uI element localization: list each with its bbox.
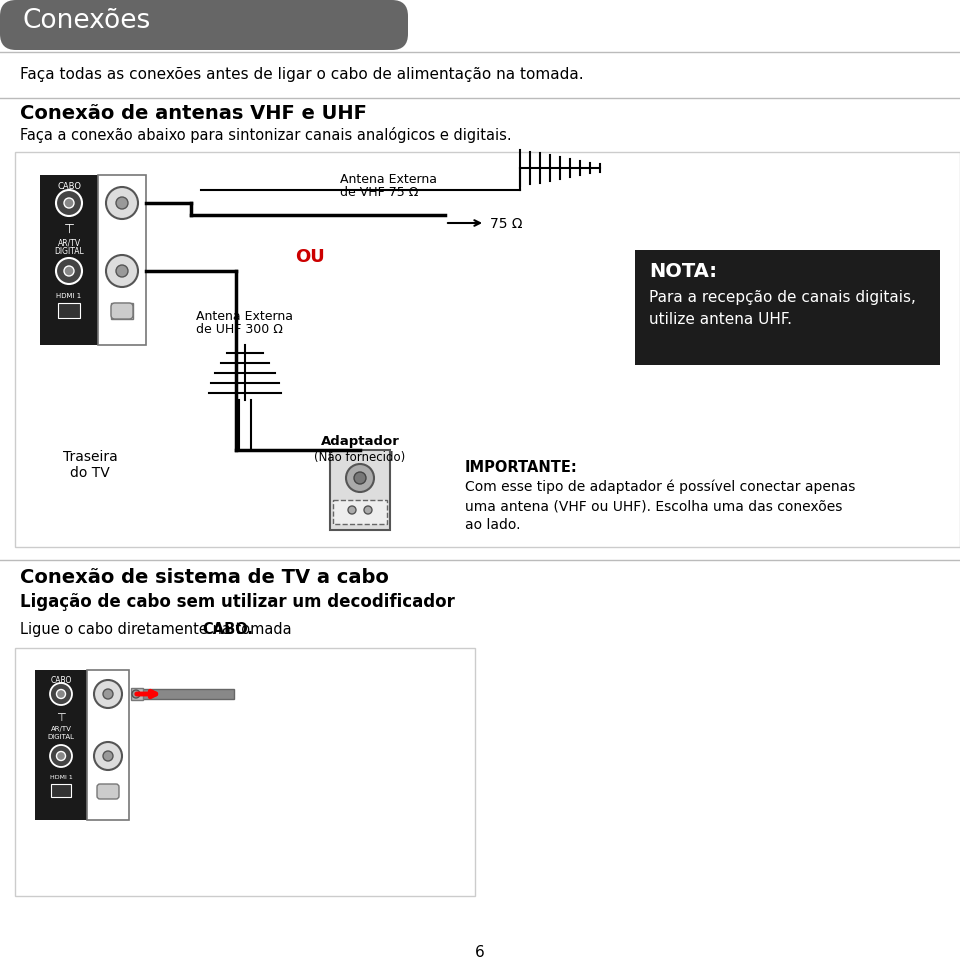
Text: ⊤: ⊤ [63, 223, 75, 236]
Text: Ligue o cabo diretamente na tomada: Ligue o cabo diretamente na tomada [20, 622, 297, 637]
Bar [330, 450, 390, 530]
Text: DIGITAL: DIGITAL [54, 247, 84, 256]
Circle shape [354, 472, 366, 484]
Circle shape [103, 689, 113, 699]
Circle shape [132, 690, 140, 698]
Circle shape [50, 683, 72, 705]
FancyBboxPatch shape [97, 784, 119, 799]
Circle shape [50, 745, 72, 767]
Text: Ligação de cabo sem utilizar um decodificador: Ligação de cabo sem utilizar um decodifi… [20, 593, 455, 611]
Text: (Não fornecido): (Não fornecido) [314, 451, 406, 464]
Bar [333, 500, 387, 524]
Text: CABO: CABO [57, 182, 81, 191]
Bar [139, 689, 234, 699]
Text: Faça a conexão abaixo para sintonizar canais analógicos e digitais.: Faça a conexão abaixo para sintonizar ca… [20, 127, 512, 143]
Text: 75 Ω: 75 Ω [490, 217, 522, 231]
Text: Conexão de sistema de TV a cabo: Conexão de sistema de TV a cabo [20, 568, 389, 587]
FancyBboxPatch shape [0, 0, 408, 50]
Circle shape [57, 752, 65, 760]
Bar [40, 175, 98, 345]
Text: Faça todas as conexões antes de ligar o cabo de alimentação na tomada.: Faça todas as conexões antes de ligar o … [20, 67, 584, 82]
Text: Com esse tipo de adaptador é possível conectar apenas
uma antena (VHF ou UHF). E: Com esse tipo de adaptador é possível co… [465, 480, 855, 533]
Text: 6: 6 [475, 945, 485, 960]
Text: DIGITAL: DIGITAL [47, 734, 75, 740]
Text: IMPORTANTE:: IMPORTANTE: [465, 460, 578, 475]
Circle shape [116, 265, 128, 277]
Text: Antena Externa: Antena Externa [196, 310, 293, 323]
Text: NOTA:: NOTA: [649, 262, 717, 281]
Bar [87, 670, 129, 820]
Circle shape [106, 255, 138, 287]
Text: Antena Externa: Antena Externa [340, 173, 437, 186]
Text: Traseira: Traseira [62, 450, 117, 464]
Circle shape [116, 197, 128, 209]
Bar [15, 152, 960, 547]
Text: AR/TV: AR/TV [51, 726, 71, 732]
Text: Conexão de antenas VHF e UHF: Conexão de antenas VHF e UHF [20, 104, 367, 123]
Circle shape [94, 680, 122, 708]
Text: AR/TV: AR/TV [58, 238, 81, 247]
Circle shape [57, 689, 65, 699]
Bar [35, 670, 87, 820]
Bar [58, 303, 80, 318]
Circle shape [106, 187, 138, 219]
Text: CABO: CABO [50, 676, 72, 685]
Circle shape [64, 266, 74, 276]
Text: CABO.: CABO. [202, 622, 253, 637]
Circle shape [56, 190, 82, 216]
Bar [635, 250, 940, 365]
Circle shape [94, 742, 122, 770]
Text: Adaptador: Adaptador [321, 435, 399, 448]
Text: OU: OU [295, 248, 324, 266]
Circle shape [56, 258, 82, 284]
Bar [111, 303, 133, 319]
Text: de VHF 75 Ω: de VHF 75 Ω [340, 186, 419, 199]
Bar [51, 784, 71, 797]
Circle shape [346, 464, 374, 492]
Bar [131, 688, 143, 700]
Circle shape [64, 198, 74, 208]
Text: HDMI 1: HDMI 1 [57, 293, 82, 299]
Text: do TV: do TV [70, 466, 109, 480]
Text: ⊤: ⊤ [56, 713, 66, 723]
Circle shape [364, 506, 372, 514]
Bar [98, 175, 146, 345]
Bar [15, 648, 475, 896]
Text: Conexões: Conexões [22, 8, 151, 34]
Text: Para a recepção de canais digitais,
utilize antena UHF.: Para a recepção de canais digitais, util… [649, 290, 916, 327]
Text: HDMI 1: HDMI 1 [50, 775, 72, 780]
FancyBboxPatch shape [111, 303, 133, 319]
Circle shape [103, 751, 113, 761]
Text: de UHF 300 Ω: de UHF 300 Ω [196, 323, 283, 336]
Circle shape [348, 506, 356, 514]
